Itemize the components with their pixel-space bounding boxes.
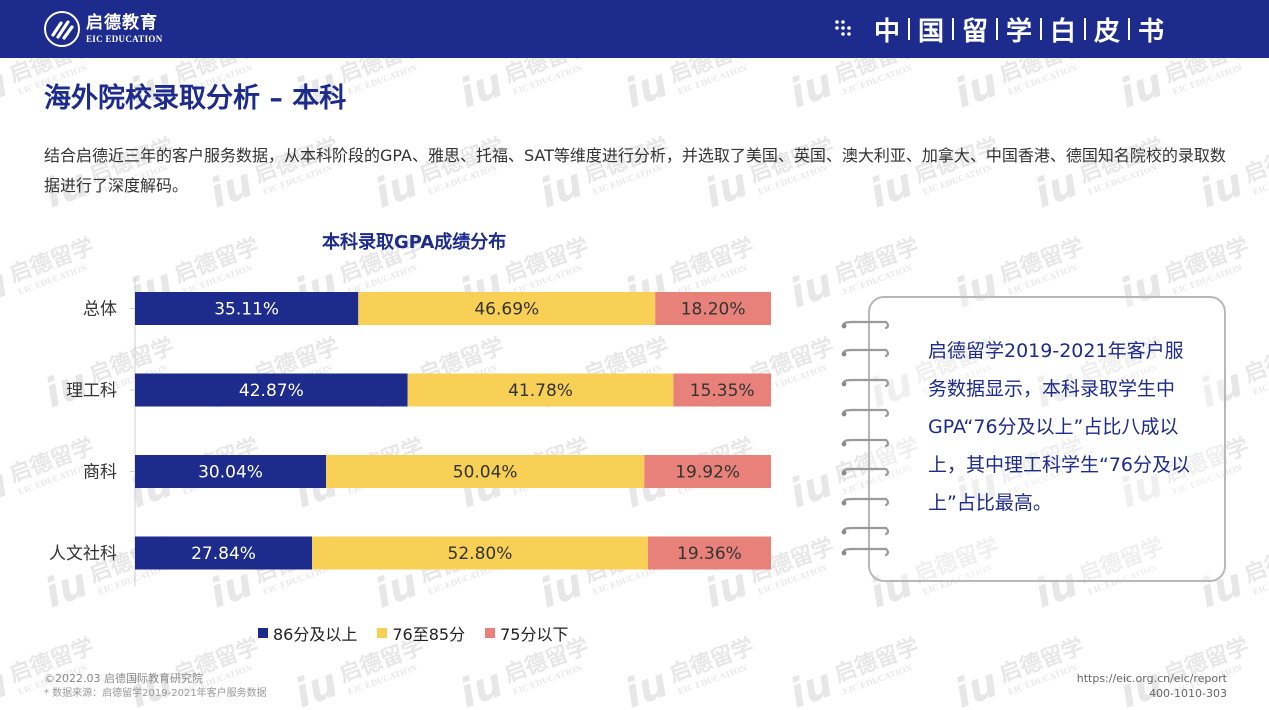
ring-loop — [842, 526, 890, 536]
header-title-char: 白 — [1049, 16, 1076, 47]
bar-segment — [673, 373, 771, 407]
bar-segment — [326, 455, 645, 488]
bar-segment — [135, 536, 313, 570]
page-title: 海外院校录取分析 – 本科 — [44, 83, 347, 114]
ring-loop — [842, 467, 890, 477]
logo-cn-text: 启德教育 — [86, 13, 158, 33]
ring-hole — [841, 550, 847, 556]
report-url-link[interactable]: https://eic.org.cn/eic/report — [1076, 672, 1227, 685]
header-title-char: 中 — [873, 16, 900, 47]
ring-hole — [841, 351, 847, 357]
bar-segment — [655, 292, 771, 325]
legend-item: 76至85分 — [377, 621, 465, 645]
eic-logo-icon — [44, 11, 80, 47]
bar-segment — [312, 536, 648, 570]
copyright-text: ©2022.03 启德国际教育研究院 — [44, 672, 203, 685]
data-label: 27.84% — [191, 544, 256, 564]
chart-title: 本科录取GPA成绩分布 — [322, 232, 507, 253]
bar-segment — [358, 292, 656, 325]
legend-label: 75分以下 — [500, 625, 569, 644]
legend-label: 76至85分 — [392, 625, 466, 644]
bar-segment — [135, 373, 408, 407]
note-text: 启德留学2019-2021年客户服务数据显示，本科录取学生中GPA“76分及以上… — [928, 340, 1191, 514]
category-label: 商科 — [83, 463, 117, 483]
notebook-rings-icon — [841, 320, 890, 557]
data-label: 41.78% — [508, 381, 573, 401]
header-bar: 启德教育 EIC EDUCATION 中 国 留 学 白 皮 书 — [0, 0, 1269, 58]
title-separator — [1040, 18, 1042, 40]
chart-legend: 86分及以上 76至85分 75分以下 — [258, 621, 588, 645]
note-card-frame — [868, 296, 1226, 582]
ring-hole — [841, 381, 847, 387]
data-label: 15.35% — [690, 381, 755, 401]
data-label: 42.87% — [239, 381, 304, 401]
footer-right: https://eic.org.cn/eic/report 400-1010-3… — [1077, 671, 1227, 701]
header-title-char: 学 — [1005, 16, 1032, 47]
ring-hole — [841, 411, 847, 417]
data-label: 19.92% — [675, 463, 740, 483]
header-title-char: 国 — [917, 16, 944, 47]
footer-left: ©2022.03 启德国际教育研究院 * 数据来源：启德留学2019-2021年… — [44, 671, 267, 701]
title-separator — [908, 18, 910, 40]
ring-hole — [841, 529, 847, 535]
bar-segment — [407, 373, 674, 407]
legend-swatch — [377, 628, 388, 638]
header-title-char: 书 — [1137, 16, 1164, 47]
bar-segment — [135, 455, 327, 488]
ring-hole — [841, 441, 847, 447]
header-title: 中 国 留 学 白 皮 书 — [872, 10, 1166, 48]
category-label: 总体 — [83, 300, 117, 320]
bar-segment — [647, 536, 771, 570]
bar-segment — [644, 455, 771, 488]
data-label: 52.80% — [448, 544, 513, 564]
legend-label: 86分及以上 — [273, 625, 358, 644]
legend-item: 75分以下 — [485, 621, 568, 645]
legend-item: 86分及以上 — [258, 621, 357, 645]
title-separator — [1084, 18, 1086, 40]
intro-paragraph: 结合启德近三年的客户服务数据，从本科阶段的GPA、雅思、托福、SAT等维度进行分… — [44, 146, 1226, 195]
data-source-text: * 数据来源：启德留学2019-2021年客户服务数据 — [44, 688, 267, 699]
logo-en-text: EIC EDUCATION — [86, 34, 163, 44]
data-label: 19.36% — [677, 544, 742, 564]
ring-loop — [842, 547, 890, 557]
eic-logo[interactable]: 启德教育 EIC EDUCATION — [44, 9, 163, 49]
note-card: 启德留学2019-2021年客户服务数据显示，本科录取学生中GPA“76分及以上… — [838, 296, 1230, 584]
ring-hole — [841, 323, 847, 329]
header-title-char: 皮 — [1093, 16, 1120, 47]
data-label: 30.04% — [198, 463, 263, 483]
header-title-char: 留 — [961, 16, 988, 47]
ring-loop — [842, 438, 890, 448]
ring-hole — [841, 500, 847, 506]
dots-grid-icon — [835, 20, 851, 36]
data-label: 18.20% — [681, 300, 746, 320]
data-label: 46.69% — [474, 300, 539, 320]
data-label: 35.11% — [214, 300, 279, 320]
ring-hole — [841, 470, 847, 476]
phone-number: 400-1010-303 — [1149, 687, 1227, 700]
ring-loop — [842, 497, 890, 507]
ring-loop — [842, 378, 890, 388]
category-label: 人文社科 — [49, 544, 117, 564]
ring-loop — [842, 320, 890, 330]
data-label: 50.04% — [453, 463, 518, 483]
title-separator — [996, 18, 998, 40]
ring-loop — [842, 408, 890, 418]
legend-swatch — [485, 628, 496, 638]
legend-swatch — [258, 628, 268, 638]
title-separator — [1128, 18, 1130, 40]
bar-segment — [135, 292, 359, 325]
category-label: 理工科 — [66, 381, 117, 401]
title-separator — [952, 18, 954, 40]
ring-loop — [842, 348, 890, 358]
